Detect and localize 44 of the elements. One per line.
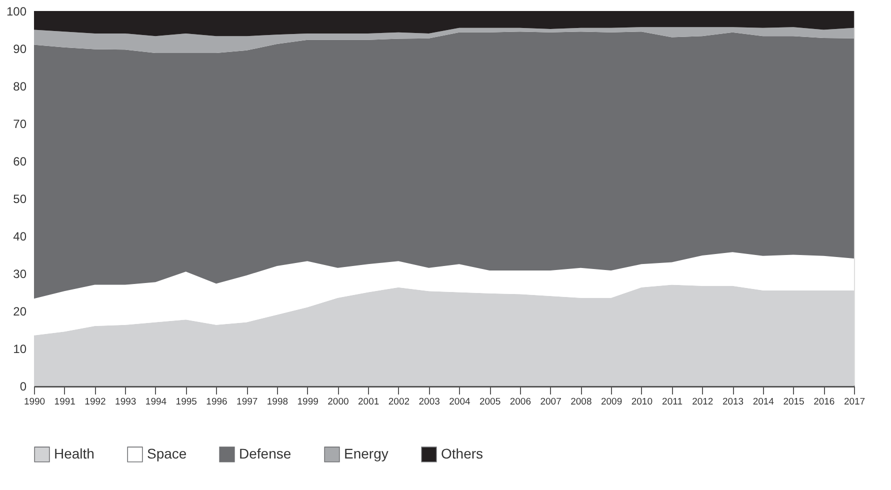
y-tick-label: 80	[13, 80, 27, 94]
x-tick-label: 2003	[418, 396, 440, 408]
x-tick-label: 2016	[814, 396, 835, 408]
legend-label: Space	[147, 445, 187, 462]
legend-label: Others	[441, 445, 484, 462]
y-tick-label: 100	[6, 4, 27, 18]
x-tick-label: 2017	[844, 396, 866, 408]
x-tick-label: 2004	[449, 396, 470, 408]
x-tick-label: 2010	[631, 396, 652, 408]
x-tick-label: 2012	[692, 396, 714, 408]
y-tick-label: 10	[13, 342, 27, 356]
legend-label: Health	[54, 445, 94, 462]
y-tick-label: 90	[13, 42, 27, 56]
y-tick-label: 70	[13, 117, 27, 131]
x-tick-label: 2014	[752, 396, 774, 408]
y-tick-label: 50	[13, 192, 27, 206]
x-tick-label: 2007	[540, 396, 562, 408]
y-tick-label: 60	[13, 154, 27, 168]
x-tick-label: 1990	[24, 396, 46, 408]
x-tick-label: 2002	[388, 396, 410, 408]
y-tick-label: 20	[13, 304, 27, 318]
x-tick-label: 2011	[662, 396, 682, 408]
x-tick-label: 1998	[266, 396, 288, 408]
x-tick-label: 1994	[145, 396, 167, 408]
x-tick-label: 1991	[54, 396, 76, 408]
x-tick-label: 2001	[358, 396, 380, 408]
x-tick-label: 1993	[115, 396, 136, 408]
y-tick-label: 40	[13, 230, 27, 244]
x-tick-label: 2013	[722, 396, 744, 408]
x-tick-label: 1999	[297, 396, 318, 408]
x-tick-label: 2008	[570, 396, 592, 408]
x-tick-label: 2006	[510, 396, 531, 408]
x-tick-label: 1995	[176, 396, 197, 408]
x-tick-label: 1996	[206, 396, 228, 408]
x-tick-label: 2009	[600, 396, 622, 408]
x-tick-label: 2000	[328, 396, 349, 408]
y-tick-label: 0	[20, 380, 27, 394]
legend-label: Defense	[239, 445, 292, 462]
legend-label: Energy	[344, 445, 388, 462]
x-tick-label: 2015	[783, 396, 804, 408]
x-tick-label: 2005	[479, 396, 501, 408]
x-tick-label: 1992	[84, 396, 106, 408]
y-tick-label: 30	[13, 267, 27, 281]
x-tick-label: 1997	[236, 396, 258, 408]
